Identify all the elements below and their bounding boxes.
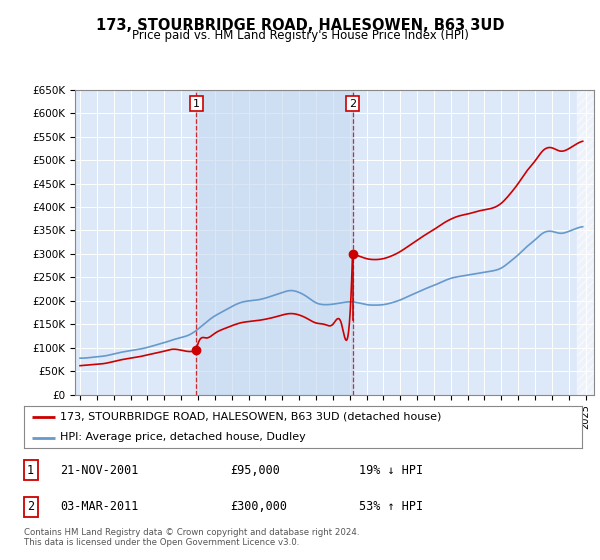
Text: 173, STOURBRIDGE ROAD, HALESOWEN, B63 3UD (detached house): 173, STOURBRIDGE ROAD, HALESOWEN, B63 3U… bbox=[60, 412, 442, 422]
Text: Price paid vs. HM Land Registry's House Price Index (HPI): Price paid vs. HM Land Registry's House … bbox=[131, 29, 469, 42]
Text: 2: 2 bbox=[349, 99, 356, 109]
Text: £300,000: £300,000 bbox=[230, 500, 287, 514]
Text: 21-NOV-2001: 21-NOV-2001 bbox=[60, 464, 139, 477]
Text: 19% ↓ HPI: 19% ↓ HPI bbox=[359, 464, 423, 477]
Bar bbox=[577, 90, 594, 395]
Text: 53% ↑ HPI: 53% ↑ HPI bbox=[359, 500, 423, 514]
Text: HPI: Average price, detached house, Dudley: HPI: Average price, detached house, Dudl… bbox=[60, 432, 306, 442]
Text: £95,000: £95,000 bbox=[230, 464, 280, 477]
Text: 1: 1 bbox=[27, 464, 34, 477]
Text: Contains HM Land Registry data © Crown copyright and database right 2024.
This d: Contains HM Land Registry data © Crown c… bbox=[24, 528, 359, 547]
Text: 173, STOURBRIDGE ROAD, HALESOWEN, B63 3UD: 173, STOURBRIDGE ROAD, HALESOWEN, B63 3U… bbox=[96, 18, 504, 33]
Bar bbox=[196, 90, 353, 395]
Text: 1: 1 bbox=[193, 99, 200, 109]
Text: 03-MAR-2011: 03-MAR-2011 bbox=[60, 500, 139, 514]
Text: 2: 2 bbox=[27, 500, 34, 514]
